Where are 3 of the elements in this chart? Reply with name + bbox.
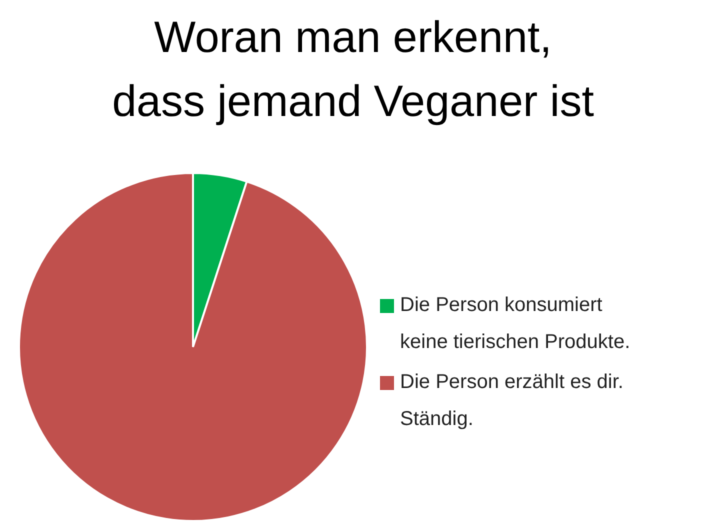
legend-label: Die Person erzählt es dir. Ständig. xyxy=(400,370,624,432)
legend-label: Die Person konsumiert keine tierischen Produkte. xyxy=(400,293,630,355)
chart-title: Woran man erkennt, dass jemand Veganer ist xyxy=(111,12,595,128)
